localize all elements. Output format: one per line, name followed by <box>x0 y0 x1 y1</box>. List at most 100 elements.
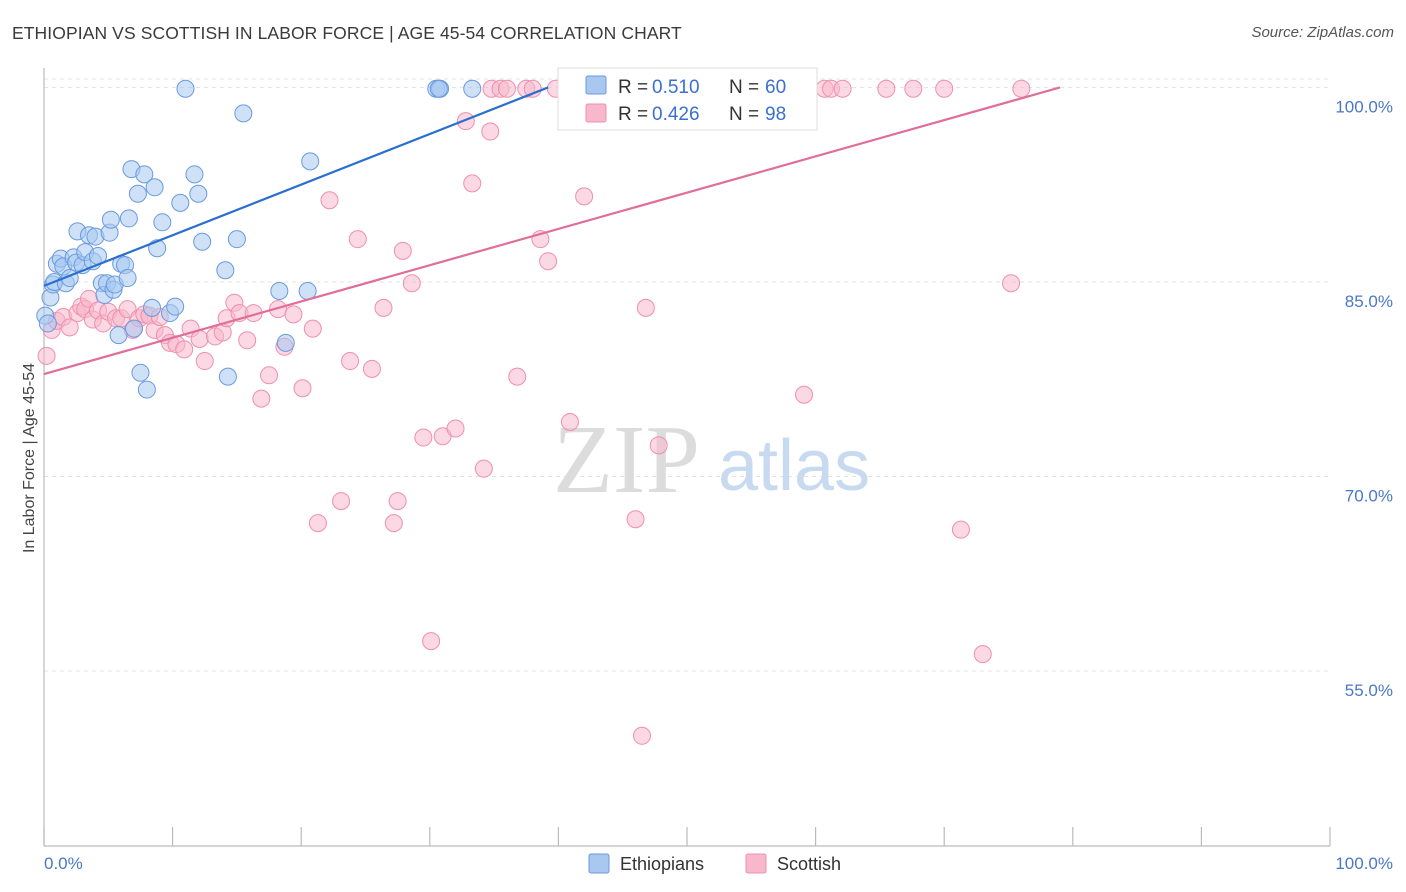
ethiopian-point <box>135 165 154 184</box>
scottish-point <box>388 492 407 511</box>
chart-source: Source: ZipAtlas.com <box>1251 24 1394 41</box>
ethiopian-point <box>189 184 208 203</box>
scottish-point <box>414 428 433 447</box>
y-tick-label: 100.0% <box>1335 97 1393 116</box>
scottish-point <box>190 330 209 349</box>
legend-n-label-scottish: N = <box>729 104 759 125</box>
legend-r-value-ethiopians: 0.510 <box>652 77 700 98</box>
y-tick-label: 55.0% <box>1345 681 1393 700</box>
axes <box>43 68 1331 847</box>
ethiopian-point <box>171 193 190 212</box>
grid-lines <box>44 78 1330 672</box>
scottish-point <box>332 492 351 511</box>
y-tick-label: 85.0% <box>1345 292 1393 311</box>
scottish-point <box>384 514 403 533</box>
scottish-point <box>422 632 441 651</box>
scottish-point <box>308 514 327 533</box>
ethiopian-point <box>234 104 253 123</box>
zipatlas-watermark: ZIP atlas <box>553 406 870 514</box>
y-tick-label: 70.0% <box>1345 486 1393 505</box>
scottish-point <box>195 352 214 371</box>
legend-r-label-scottish: R = <box>618 104 648 125</box>
scottish-point <box>456 112 475 131</box>
scottish-point <box>393 241 412 260</box>
legend-n-value-ethiopians: 60 <box>765 77 786 98</box>
chart-title: ETHIOPIAN VS SCOTTISH IN LABOR FORCE | A… <box>12 23 682 43</box>
scottish-point <box>575 187 594 206</box>
scottish-point <box>951 520 970 539</box>
bottom-legend-swatch-ethiopians <box>588 853 610 874</box>
ethiopian-point <box>101 210 120 229</box>
ethiopian-point <box>131 363 150 382</box>
ethiopian-points <box>36 79 482 399</box>
y-axis-label: In Labor Force | Age 45-54 <box>21 363 38 553</box>
ethiopian-point <box>166 297 185 316</box>
scottish-points <box>37 79 1031 745</box>
ethiopian-point <box>463 79 482 98</box>
ethiopian-point <box>301 152 320 171</box>
trend-lines <box>43 86 1061 376</box>
ethiopian-point <box>125 319 144 338</box>
scottish-point <box>877 79 896 98</box>
watermark-atlas: atlas <box>718 426 870 506</box>
scottish-point <box>833 79 852 98</box>
scottish-point <box>260 366 279 385</box>
scottish-trend-line <box>43 86 1061 376</box>
scottish-point <box>341 352 360 371</box>
ethiopian-trend-line <box>43 86 549 287</box>
scottish-point <box>320 191 339 210</box>
scottish-point <box>1002 274 1021 293</box>
ethiopian-point <box>38 314 57 333</box>
legend-n-label-ethiopians: N = <box>729 77 759 98</box>
ethiopian-point <box>270 282 289 301</box>
ethiopian-point <box>109 326 128 345</box>
ethiopian-point <box>193 232 212 251</box>
scottish-point <box>463 174 482 193</box>
scottish-point <box>649 436 668 455</box>
scottish-point <box>626 510 645 529</box>
ethiopian-point <box>143 298 162 317</box>
series-legend: Ethiopians Scottish <box>588 853 841 874</box>
scottish-point <box>402 274 421 293</box>
scottish-point <box>904 79 923 98</box>
scottish-point <box>37 346 56 365</box>
scottish-point <box>446 419 465 438</box>
scottish-point <box>539 252 558 271</box>
x-tick-label-max: 100.0% <box>1335 854 1393 873</box>
scottish-point <box>284 305 303 324</box>
scottish-point <box>374 298 393 317</box>
scottish-point <box>508 367 527 386</box>
scottish-point <box>497 79 516 98</box>
ethiopian-point <box>137 380 156 399</box>
stats-legend: R = 0.510 N = 60 R = 0.426 N = 98 <box>557 67 818 131</box>
scottish-point <box>362 359 381 378</box>
ethiopian-point <box>218 367 237 386</box>
ethiopian-point <box>128 184 147 203</box>
scottish-point <box>293 379 312 398</box>
scottish-point <box>935 79 954 98</box>
ethiopian-point <box>276 333 295 352</box>
scottish-point <box>252 389 271 408</box>
ethiopian-point <box>216 261 235 280</box>
ethiopian-point <box>118 269 137 288</box>
scottish-point <box>795 385 814 404</box>
bottom-legend-label-ethiopians: Ethiopians <box>620 854 704 874</box>
legend-n-value-scottish: 98 <box>765 104 786 125</box>
scottish-point <box>1012 79 1031 98</box>
ethiopian-point <box>429 79 448 98</box>
scottish-point <box>303 319 322 338</box>
legend-r-value-scottish: 0.426 <box>652 104 700 125</box>
scottish-point <box>60 318 79 337</box>
scottish-point <box>636 298 655 317</box>
legend-swatch-scottish <box>585 103 607 123</box>
bottom-legend-label-scottish: Scottish <box>777 854 841 874</box>
ethiopian-point <box>153 213 172 232</box>
y-tick-labels: 55.0% 70.0% 85.0% 100.0% <box>1335 97 1393 700</box>
ethiopian-point <box>185 165 204 184</box>
scottish-point <box>474 459 493 478</box>
scottish-point <box>348 230 367 249</box>
x-tick-labels: 0.0% 100.0% <box>44 854 1393 873</box>
scottish-point <box>238 331 257 350</box>
scottish-point <box>632 726 651 745</box>
